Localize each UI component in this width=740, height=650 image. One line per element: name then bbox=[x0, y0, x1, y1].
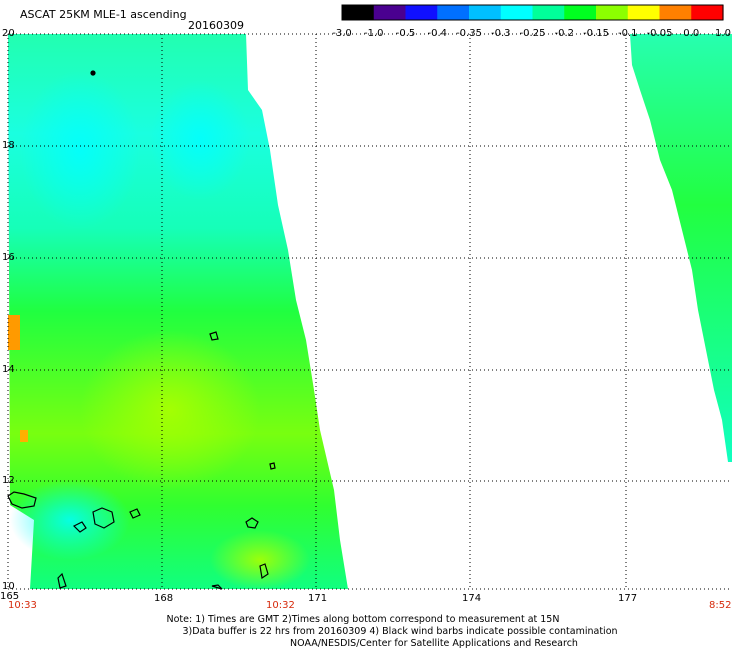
swath-shading bbox=[20, 70, 140, 230]
date-title: 20160309 bbox=[188, 19, 244, 32]
note-line-2: 3)Data buffer is 22 hrs from 20160309 4)… bbox=[182, 626, 618, 637]
lat-label-14: 14 bbox=[2, 364, 15, 375]
swath-shading bbox=[150, 80, 250, 200]
colorbar-segment bbox=[596, 5, 629, 20]
island bbox=[90, 70, 96, 76]
island bbox=[209, 331, 219, 341]
island bbox=[92, 507, 115, 529]
lon-label-165: 165 bbox=[0, 591, 20, 602]
lat-lon-grid bbox=[7, 33, 732, 590]
colorbar-label: -1.0 bbox=[363, 28, 384, 39]
island bbox=[57, 572, 67, 589]
lat-label-12: 12 bbox=[2, 475, 15, 486]
colorbar-label: -0.3 bbox=[490, 28, 511, 39]
island bbox=[72, 521, 87, 533]
note-line-1: Note: 1) Times are GMT 2)Times along bot… bbox=[166, 614, 560, 625]
island bbox=[129, 508, 141, 519]
colorbar-label: -0.05 bbox=[646, 28, 673, 39]
time-middle: 10:32 bbox=[266, 600, 295, 611]
colorbar-label: -3.0 bbox=[332, 28, 352, 39]
colorbar-segment bbox=[342, 5, 375, 20]
islands bbox=[7, 70, 276, 590]
lon-label-168: 168 bbox=[154, 593, 174, 604]
colorbar-segment bbox=[373, 5, 407, 20]
lon-label-177: 177 bbox=[618, 593, 638, 604]
island bbox=[269, 462, 276, 470]
colorbar-segment bbox=[500, 5, 534, 20]
colorbar-label: -0.25 bbox=[519, 28, 546, 39]
colorbar-label: 1.0 bbox=[715, 28, 731, 39]
lon-label-174: 174 bbox=[462, 593, 482, 604]
colorbar-segment bbox=[437, 5, 470, 20]
right-swath bbox=[630, 34, 732, 462]
lat-label-10: 10 bbox=[2, 581, 15, 592]
colorbar-segment bbox=[659, 5, 692, 20]
high-value-patch bbox=[20, 430, 28, 442]
colorbar bbox=[341, 4, 724, 21]
island bbox=[7, 491, 37, 509]
colorbar-label: -0.1 bbox=[617, 28, 638, 39]
lat-label-20: 20 bbox=[2, 28, 15, 39]
colorbar-label: -0.35 bbox=[456, 28, 482, 39]
colorbar-label: -0.5 bbox=[395, 28, 416, 39]
colorbar-segment bbox=[691, 5, 724, 20]
time-left: 10:33 bbox=[8, 600, 37, 611]
note-line-3: NOAA/NESDIS/Center for Satellite Applica… bbox=[290, 638, 578, 649]
swath-shading bbox=[80, 330, 260, 490]
lat-label-18: 18 bbox=[2, 140, 15, 151]
island bbox=[259, 563, 269, 580]
swath-shading bbox=[10, 480, 130, 560]
time-right: 8:52 bbox=[709, 600, 732, 611]
lat-label-16: 16 bbox=[2, 252, 15, 263]
colorbar-segment bbox=[405, 5, 438, 20]
island bbox=[245, 517, 259, 529]
lon-label-171: 171 bbox=[308, 593, 328, 604]
island bbox=[211, 584, 223, 590]
colorbar-segment bbox=[564, 5, 597, 20]
colorbar-label: -0.4 bbox=[427, 28, 448, 39]
colorbar-label: -0.15 bbox=[583, 28, 609, 39]
product-title: ASCAT 25KM MLE-1 ascending bbox=[20, 8, 187, 21]
data-swaths bbox=[8, 34, 732, 590]
colorbar-label: 0.0 bbox=[683, 28, 700, 39]
high-value-patch bbox=[8, 315, 20, 350]
swath-shading bbox=[210, 530, 310, 590]
colorbar-segment bbox=[532, 5, 565, 20]
colorbar-segment bbox=[627, 5, 661, 20]
colorbar-label: -0.2 bbox=[554, 28, 575, 39]
colorbar-segment bbox=[469, 5, 502, 20]
footnotes: Note: 1) Times are GMT 2)Times along bot… bbox=[0, 614, 740, 650]
